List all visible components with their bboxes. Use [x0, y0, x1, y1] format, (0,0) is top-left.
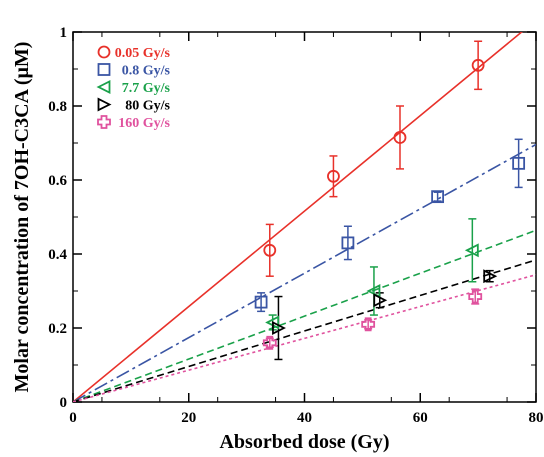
legend-marker-2 [96, 80, 111, 94]
legend: 0.05 Gy/s 0.8 Gy/s 7.7 Gy/s 80 Gy/s 160 Gy/s [96, 45, 171, 131]
x-tick-label: 20 [181, 410, 196, 426]
data-point-s1-p1 [341, 236, 355, 250]
error-bar [343, 225, 352, 261]
data-point-s3-p0 [272, 321, 286, 335]
y-tick-label: 0.8 [48, 99, 67, 115]
legend-label-0: 0.05 Gy/s [115, 46, 171, 61]
data-point-s1-p3 [512, 156, 526, 170]
legend-marker-1 [97, 63, 111, 76]
y-tick-label: 0.2 [48, 321, 67, 337]
data-point-s4-p2 [468, 289, 483, 304]
error-bar [471, 288, 480, 305]
legend-marker-3 [97, 97, 112, 112]
fit-line-4 [73, 273, 536, 402]
axis-ticks [72, 31, 537, 403]
error-bar [369, 266, 378, 316]
y-tick-label: 0.4 [48, 247, 67, 263]
fit-lines [73, 32, 536, 402]
x-tick-label: 0 [69, 410, 77, 426]
y-axis-label: Molar concentration of 7OH-C3CA (μM) [11, 42, 33, 393]
data-point-s1-p0 [254, 295, 268, 309]
legend-label-2: 7.7 Gy/s [122, 81, 171, 96]
error-bar [468, 218, 477, 283]
fit-line-1 [73, 143, 536, 402]
legend-label-1: 0.8 Gy/s [122, 64, 171, 79]
data-point-s0-p1 [327, 169, 340, 183]
data-markers [254, 58, 526, 350]
fit-line-2 [73, 229, 536, 402]
error-bar [329, 155, 338, 198]
data-point-s3-p2 [483, 269, 498, 284]
x-tick-label: 60 [413, 410, 428, 426]
y-tick-label: 1 [60, 25, 68, 41]
data-point-s0-p2 [393, 131, 407, 144]
error-bar [395, 105, 404, 170]
data-point-s2-p2 [464, 243, 479, 258]
error-bars [257, 40, 523, 361]
legend-marker-4 [97, 115, 111, 129]
data-point-s3-p1 [373, 293, 388, 308]
data-point-s1-p2 [431, 190, 445, 204]
y-tick-labels: 0 0.2 0.4 0.6 0.8 1 [48, 25, 67, 411]
y-tick-label: 0 [60, 395, 68, 411]
legend-label-3: 80 Gy/s [125, 99, 170, 114]
x-tick-label: 40 [297, 410, 312, 426]
error-bar [265, 223, 274, 277]
fit-line-3 [73, 259, 536, 402]
x-axis-label: Absorbed dose (Gy) [219, 431, 389, 453]
error-bar [474, 40, 483, 91]
legend-marker-0 [97, 45, 111, 59]
y-tick-label: 0.6 [48, 173, 67, 189]
data-point-s4-p1 [361, 317, 376, 332]
error-bar [433, 191, 442, 202]
x-tick-label: 80 [529, 410, 544, 426]
data-point-s0-p3 [471, 58, 485, 72]
fit-line-0 [73, 32, 523, 402]
data-point-s0-p0 [263, 243, 277, 257]
data-point-s4-p0 [262, 335, 277, 350]
legend-label-4: 160 Gy/s [118, 116, 170, 131]
x-tick-labels: 0 20 40 60 80 [69, 410, 543, 426]
error-bar [514, 138, 523, 189]
